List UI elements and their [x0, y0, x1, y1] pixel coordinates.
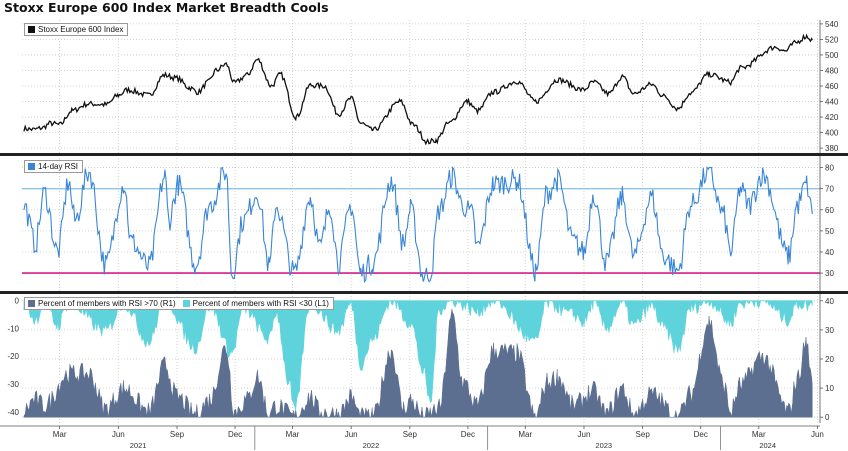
- legend-label-above70: Percent of members with RSI >70 (R1): [38, 299, 176, 308]
- legend-swatch-index: [28, 26, 35, 33]
- breadth-left-tick-label-3: -30: [7, 380, 19, 389]
- x-month-label-6: Sep: [403, 430, 418, 439]
- x-axis: Mar Jun Sep Dec Mar Jun Sep Dec Mar Jun Sep Dec Mar J…: [0, 425, 824, 450]
- right-axis: 380 400 420 440 460 480 500 520 540 30 40 50 60 70 80 0…: [819, 20, 839, 423]
- rsi-tick-label-2: 50: [825, 227, 834, 236]
- legend-index: Stoxx Europe 600 Index: [24, 23, 129, 36]
- breadth-right-tick-label-0: 0: [825, 413, 830, 422]
- x-month-label-10: Sep: [636, 430, 651, 439]
- breadth-right-tick-label-4: 40: [825, 297, 834, 306]
- legend-rsi: 14-day RSI: [24, 160, 84, 173]
- index-tick-label-0: 380: [825, 144, 839, 153]
- legend-label-rsi: 14-day RSI: [38, 162, 79, 171]
- x-month-label-5: Jun: [345, 430, 358, 439]
- breadth-panel: [23, 299, 813, 419]
- index-line: [23, 33, 813, 146]
- x-month-label-9: Jun: [578, 430, 591, 439]
- x-year-label-2: 2023: [595, 441, 612, 450]
- index-panel: [23, 33, 813, 146]
- legend-label-index: Stoxx Europe 600 Index: [38, 25, 124, 34]
- breadth-right-tick-label-3: 30: [825, 326, 834, 335]
- index-tick-label-2: 420: [825, 113, 839, 122]
- left-axis: 0 -10 -20 -30 -40: [7, 297, 19, 417]
- index-tick-label-6: 500: [825, 51, 839, 60]
- x-month-label-1: Jun: [112, 430, 125, 439]
- chart-title: Stoxx Europe 600 Index Market Breadth Co…: [4, 0, 329, 15]
- area-rsi-below-30: [23, 299, 813, 411]
- rsi-tick-label-1: 40: [825, 248, 834, 257]
- legend-label-below30: Percent of members with RSI <30 (L1): [192, 299, 329, 308]
- index-tick-label-8: 540: [825, 20, 839, 29]
- legend-swatch-above70: [28, 300, 35, 307]
- index-tick-label-5: 480: [825, 66, 839, 75]
- area-rsi-above-70: [23, 308, 813, 419]
- x-month-label-12: Mar: [752, 430, 766, 439]
- breadth-left-tick-label-0: 0: [15, 297, 20, 306]
- rsi-tick-label-3: 60: [825, 206, 834, 215]
- rsi-panel: [22, 166, 820, 284]
- panel-dividers: [0, 153, 848, 294]
- breadth-right-tick-label-2: 20: [825, 355, 834, 364]
- breadth-left-tick-label-1: -10: [7, 324, 19, 333]
- x-month-label-4: Mar: [286, 430, 300, 439]
- divider-bottom: [0, 291, 848, 294]
- rsi-tick-label-4: 70: [825, 185, 834, 194]
- breadth-left-tick-label-4: -40: [7, 408, 19, 417]
- breadth-right-tick-label-1: 10: [825, 384, 834, 393]
- x-month-label-13: Jun: [811, 430, 824, 439]
- x-month-label-8: Mar: [518, 430, 532, 439]
- rsi-tick-label-0: 30: [825, 269, 834, 278]
- x-year-label-3: 2024: [759, 441, 776, 450]
- x-month-label-7: Dec: [461, 430, 475, 439]
- index-tick-label-3: 440: [825, 98, 839, 107]
- breadth-left-tick-label-2: -20: [7, 352, 19, 361]
- index-tick-label-1: 400: [825, 129, 839, 138]
- x-year-label-1: 2022: [363, 441, 380, 450]
- legend-breadth: Percent of members with RSI >70 (R1) Per…: [24, 297, 334, 310]
- legend-swatch-below30: [182, 300, 190, 307]
- index-tick-label-4: 460: [825, 82, 839, 91]
- x-month-label-0: Mar: [53, 430, 67, 439]
- x-month-label-2: Sep: [170, 430, 185, 439]
- x-month-label-11: Dec: [694, 430, 708, 439]
- rsi-tick-label-5: 80: [825, 164, 834, 173]
- divider-top: [0, 153, 848, 156]
- index-tick-label-7: 520: [825, 35, 839, 44]
- x-year-label-0: 2021: [130, 441, 147, 450]
- legend-swatch-rsi: [28, 163, 35, 170]
- rsi-line: [23, 166, 813, 284]
- x-month-label-3: Dec: [228, 430, 242, 439]
